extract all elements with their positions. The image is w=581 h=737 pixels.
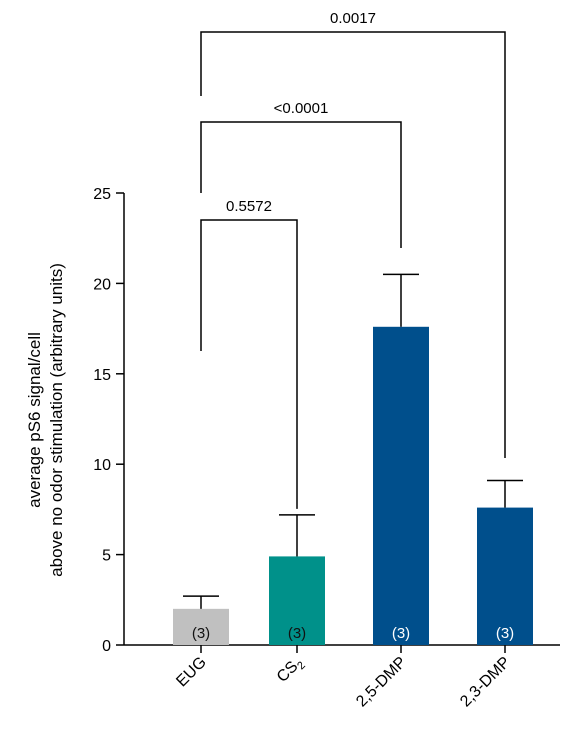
bar-2,5-DMP [373, 326, 429, 645]
bracket-EUG-vs-CS2 [200, 219, 298, 509]
n-label-EUG: (3) [192, 625, 210, 642]
y-tick-label-25: 25 [93, 186, 111, 203]
y-axis-title-line1: average pS6 signal/cell [25, 332, 44, 508]
x-tick-label-EUG: EUG [173, 654, 210, 691]
p-value-EUG-vs-2,3-DMP: 0.0017 [330, 10, 376, 27]
n-label-2,5-DMP: (3) [392, 625, 410, 642]
y-tick-label-10: 10 [93, 457, 111, 474]
error-bars [183, 273, 523, 609]
bar-CS2 [269, 556, 325, 645]
significance-brackets: 0.5572 <0.0001 0.0017 [200, 10, 506, 509]
p-value-EUG-vs-CS2: 0.5572 [226, 198, 272, 215]
n-label-CS2: (3) [288, 625, 306, 642]
bar-EUG [173, 608, 229, 645]
y-axis-title-line2: above no odor stimulation (arbitrary uni… [47, 263, 66, 577]
n-labels: (3) (3) (3) (3) [192, 625, 514, 642]
p-value-EUG-vs-2,5-DMP: <0.0001 [274, 100, 329, 117]
y-axis-title: average pS6 signal/cell above no odor st… [25, 263, 66, 577]
bracket-EUG-vs-2,3-DMP [200, 31, 506, 458]
y-tick-label-0: 0 [102, 638, 111, 655]
x-tick-labels: EUG CS2 2,5-DMP 2,3-DMP [173, 654, 514, 711]
y-tick-label-5: 5 [102, 548, 111, 565]
x-tick-label-2,3-DMP: 2,3-DMP [457, 654, 514, 711]
n-label-2,3-DMP: (3) [496, 625, 514, 642]
bracket-EUG-vs-2,5-DMP [200, 121, 402, 248]
y-tick-label-15: 15 [93, 367, 111, 384]
x-tick-label-CS2: CS2 [274, 654, 308, 688]
x-tick-label-2,5-DMP: 2,5-DMP [353, 654, 410, 711]
bars [173, 326, 533, 645]
y-tick-label-20: 20 [93, 276, 111, 293]
bar-2,3-DMP [477, 507, 533, 645]
